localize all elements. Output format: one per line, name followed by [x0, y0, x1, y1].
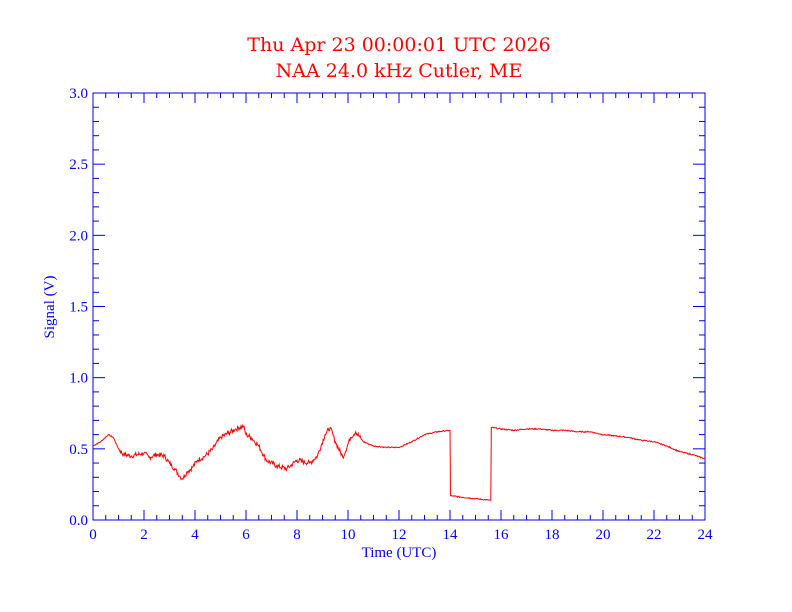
- x-axis-label: Time (UTC): [362, 545, 437, 561]
- y-tick-label: 0.0: [69, 513, 88, 529]
- x-tick-label: 14: [443, 527, 459, 543]
- x-tick-label: 22: [647, 527, 662, 543]
- x-tick-label: 0: [89, 527, 97, 543]
- x-tick-label: 16: [494, 527, 510, 543]
- y-tick-label: 1.5: [69, 300, 88, 316]
- plot-area: 0 2 4 6 8 10 12 14 16 18 20 22 240.00.51.01.52.02.53…: [69, 86, 713, 543]
- x-tick-label: 8: [293, 527, 301, 543]
- x-tick-label: 12: [392, 527, 407, 543]
- y-tick-label: 0.5: [69, 442, 88, 458]
- x-tick-label: 6: [242, 527, 250, 543]
- chart-title: Thu Apr 23 00:00:01 UTC 2026: [247, 34, 550, 56]
- y-tick-label: 2.0: [69, 228, 88, 244]
- x-tick-label: 20: [596, 527, 611, 543]
- x-tick-label: 24: [698, 527, 714, 543]
- x-tick-label: 18: [545, 527, 560, 543]
- x-tick-label: 2: [140, 527, 148, 543]
- series-line: [92, 423, 706, 501]
- chart-subtitle: NAA 24.0 kHz Cutler, ME: [276, 60, 523, 82]
- x-tick-label: 10: [341, 527, 356, 543]
- y-tick-label: 2.5: [69, 157, 88, 173]
- y-tick-label: 3.0: [69, 86, 88, 102]
- y-axis-label: Signal (V): [42, 276, 58, 339]
- x-tick-label: 4: [191, 527, 199, 543]
- y-tick-label: 1.0: [69, 371, 88, 387]
